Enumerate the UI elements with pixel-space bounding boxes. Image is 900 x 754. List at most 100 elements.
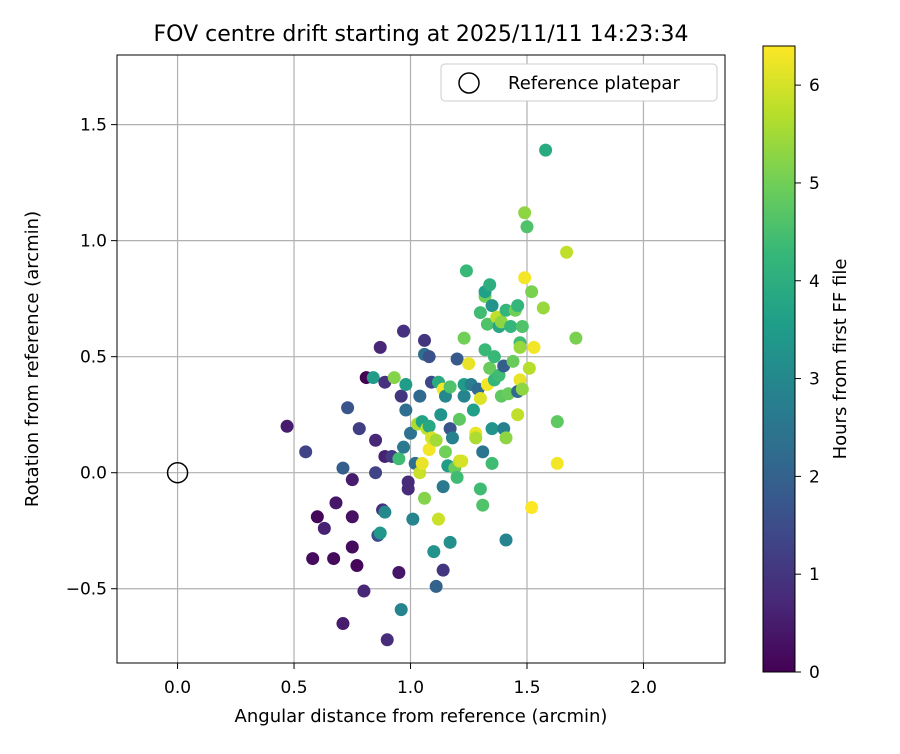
data-point	[429, 433, 443, 447]
data-point	[422, 443, 436, 457]
data-point	[406, 512, 420, 526]
data-point	[455, 454, 469, 468]
reference-platepar-marker	[166, 461, 189, 484]
chart-title: FOV centre drift starting at 2025/11/11 …	[154, 22, 689, 47]
data-point	[345, 510, 359, 524]
legend: Reference platepar	[440, 63, 718, 102]
data-point	[422, 419, 436, 433]
data-point	[452, 412, 466, 426]
data-point	[280, 419, 294, 433]
data-point	[369, 433, 383, 447]
data-point	[539, 143, 553, 157]
data-point	[478, 343, 492, 357]
data-point	[450, 352, 464, 366]
data-point	[373, 526, 387, 540]
data-point	[352, 422, 366, 436]
data-point	[443, 535, 457, 549]
data-point	[392, 565, 406, 579]
data-point	[480, 317, 494, 331]
data-point	[415, 456, 429, 470]
data-point	[462, 357, 476, 371]
data-point	[487, 350, 501, 364]
data-point	[483, 361, 497, 375]
data-point	[445, 431, 459, 445]
legend-label: Reference platepar	[508, 73, 680, 94]
y-tick-label: 1.5	[80, 116, 107, 136]
colorbar-tick-label: 3	[809, 370, 820, 390]
colorbar-tick-label: 4	[809, 272, 820, 292]
data-point	[369, 466, 383, 480]
x-tick-label: 0.0	[164, 678, 191, 698]
colorbar-tick-label: 5	[809, 174, 820, 194]
data-point	[350, 559, 364, 573]
data-point	[429, 579, 443, 593]
data-point	[560, 245, 574, 259]
data-point	[310, 510, 324, 524]
colorbar-tick-label: 2	[809, 467, 820, 487]
data-point	[457, 331, 471, 345]
x-tick-label: 1.0	[397, 678, 424, 698]
data-point	[417, 333, 431, 347]
x-tick-label: 0.5	[281, 678, 308, 698]
data-point	[518, 271, 532, 285]
data-point	[434, 408, 448, 422]
colorbar: 0 1 2 3 4 5 6 Hours from first FF file	[762, 45, 851, 683]
data-point	[394, 603, 408, 617]
data-point	[436, 563, 450, 577]
data-point	[473, 391, 487, 405]
data-point	[499, 303, 513, 317]
data-point	[436, 480, 450, 494]
plot-frame	[116, 54, 726, 664]
y-tick-label: 0.0	[80, 464, 107, 484]
plot-area: 0.0 0.5 1.0 1.5 2.0 −0.5 0.0 0.5 1.0 1.5	[66, 54, 726, 698]
data-point	[473, 306, 487, 320]
data-point	[515, 320, 529, 334]
x-tick-label: 1.5	[513, 678, 540, 698]
data-point	[499, 533, 513, 547]
colorbar-tick-label: 6	[809, 76, 820, 96]
data-point	[422, 350, 436, 364]
data-point	[459, 264, 473, 278]
data-point	[569, 331, 583, 345]
data-point	[357, 584, 371, 598]
data-point	[525, 501, 539, 515]
data-point	[299, 445, 313, 459]
axis-ticks: 0.0 0.5 1.0 1.5 2.0 −0.5 0.0 0.5 1.0 1.5	[66, 116, 657, 698]
colorbar-ticks: 0 1 2 3 4 5 6	[795, 76, 820, 683]
data-point	[536, 301, 550, 315]
data-point	[373, 340, 387, 354]
data-point	[366, 371, 380, 385]
data-point	[485, 456, 499, 470]
x-tick-label: 2.0	[630, 678, 657, 698]
colorbar-gradient	[762, 45, 796, 673]
data-point	[341, 401, 355, 415]
data-point	[525, 285, 539, 299]
data-point	[515, 382, 529, 396]
data-point	[513, 340, 527, 354]
data-point	[550, 415, 564, 429]
data-point	[483, 278, 497, 292]
data-point	[427, 545, 441, 559]
data-point	[499, 431, 513, 445]
legend-box	[440, 63, 718, 102]
data-point	[469, 431, 483, 445]
data-point	[345, 540, 359, 554]
data-point	[399, 403, 413, 417]
data-point	[450, 470, 464, 484]
colorbar-tick-label: 1	[809, 565, 820, 585]
data-point	[345, 473, 359, 487]
data-point	[476, 498, 490, 512]
data-point	[392, 452, 406, 466]
data-point	[417, 491, 431, 505]
data-point	[522, 361, 536, 375]
data-point	[413, 389, 427, 403]
data-point	[527, 340, 541, 354]
data-point	[431, 512, 445, 526]
y-tick-label: 0.5	[80, 348, 107, 368]
data-points	[280, 143, 583, 647]
data-point	[336, 461, 350, 475]
y-tick-label: −0.5	[66, 580, 107, 600]
data-point	[476, 445, 490, 459]
